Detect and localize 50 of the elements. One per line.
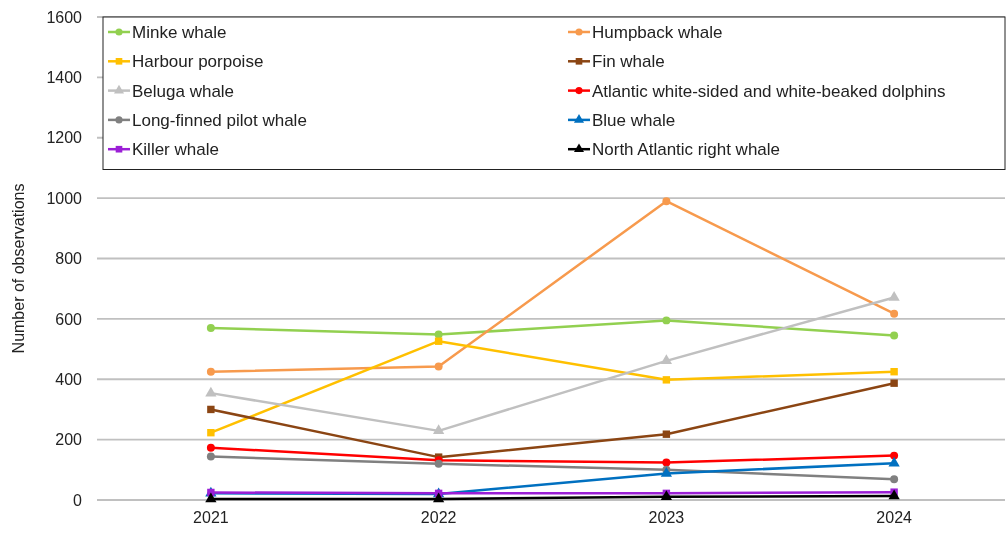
point (662, 197, 671, 206)
point (888, 290, 900, 301)
point (662, 376, 671, 384)
y-tick-label: 0 (73, 491, 83, 509)
point (206, 323, 215, 332)
y-axis-title: Number of observations (10, 183, 27, 354)
point (206, 443, 215, 452)
point (207, 405, 215, 414)
point (890, 368, 898, 376)
point (890, 331, 899, 340)
point (432, 424, 445, 435)
point (888, 456, 900, 467)
y-tick-label: 600 (55, 310, 83, 328)
point (662, 316, 671, 325)
legend-label: Long-finned pilot whale (132, 110, 307, 130)
legend-label: Harbour porpoise (132, 52, 264, 72)
legend-label: Humpback whale (592, 22, 723, 42)
legend-label: Killer whale (132, 140, 219, 160)
y-tick-label: 1200 (46, 129, 83, 147)
point (890, 309, 899, 318)
legend-label: Atlantic white-sided and white-beaked dolphins (592, 81, 946, 101)
point (662, 458, 671, 467)
y-tick-label: 1600 (46, 8, 83, 26)
point (205, 386, 217, 397)
legend-label: Beluga whale (132, 81, 235, 101)
legend-label: Blue whale (592, 110, 676, 130)
x-tick-label: 2021 (193, 509, 229, 527)
point (662, 430, 671, 438)
point (660, 354, 673, 365)
y-tick-label: 200 (55, 431, 83, 449)
x-tick-label: 2024 (876, 509, 913, 527)
x-tick-label: 2023 (648, 509, 685, 527)
y-tick-label: 800 (55, 250, 83, 268)
point (207, 428, 215, 437)
point (206, 452, 215, 461)
y-tick-label: 400 (55, 370, 83, 388)
point (890, 379, 898, 387)
point (206, 367, 215, 376)
legend-label: Fin whale (592, 52, 665, 72)
legend-label: Minke whale (132, 22, 227, 42)
y-tick-label: 1000 (46, 189, 83, 207)
point (890, 475, 899, 484)
point (888, 489, 900, 500)
y-tick-label: 1400 (46, 69, 83, 86)
point (434, 362, 443, 371)
point (432, 492, 445, 503)
legend-label: North Atlantic right whale (592, 140, 781, 160)
point (205, 492, 217, 503)
point (434, 330, 443, 339)
x-tick-label: 2022 (420, 509, 457, 527)
